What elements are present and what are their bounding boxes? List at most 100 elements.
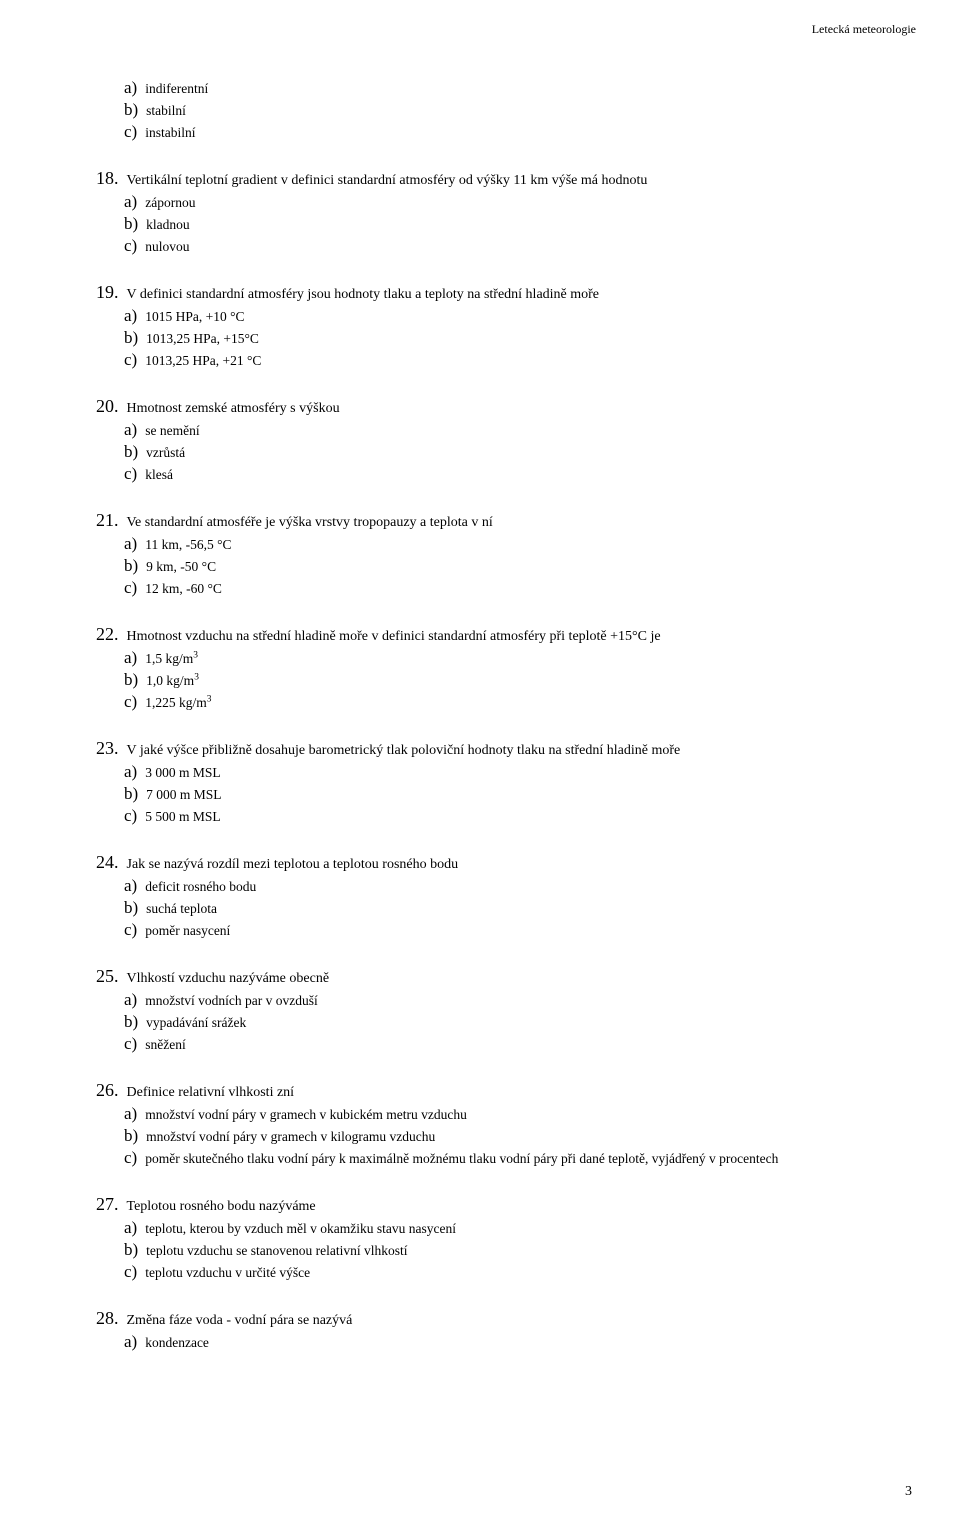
options-list: a) deficit rosného bodu b) suchá teplota c) p…: [96, 876, 900, 940]
option-label: b): [124, 1240, 138, 1260]
option-label: b): [124, 784, 138, 804]
question-text: Hmotnost zemské atmosféry s výškou: [127, 401, 340, 417]
question-text: V definici standardní atmosféry jsou hod…: [127, 287, 600, 303]
option-label: a): [124, 648, 137, 668]
option-label: b): [124, 898, 138, 918]
question-text: Změna fáze voda - vodní pára se nazývá: [127, 1313, 353, 1329]
question-number: 18.: [96, 168, 119, 189]
question-number: 27.: [96, 1194, 119, 1215]
question-header: 28. Změna fáze voda - vodní pára se nazýv…: [96, 1308, 900, 1329]
option-label: a): [124, 1332, 137, 1352]
option-text: množství vodních par v ovzduší: [145, 993, 317, 1009]
option-text: 3 000 m MSL: [145, 765, 220, 781]
option-text: vzrůstá: [146, 445, 185, 461]
option-text: 9 km, -50 °C: [146, 559, 216, 575]
question-number: 26.: [96, 1080, 119, 1101]
question-number: 28.: [96, 1308, 119, 1329]
option-row: c)klesá: [124, 464, 900, 484]
option-text: zápornou: [145, 195, 195, 211]
option-text: suchá teplota: [146, 901, 217, 917]
options-list: a) 3 000 m MSL b)7 000 m MSLc) 5 500 m MSL: [96, 762, 900, 826]
option-row: a) indiferentní: [124, 78, 900, 98]
option-row: b)7 000 m MSL: [124, 784, 900, 804]
question-block: 27. Teplotou rosného bodu nazýváme a) teplo…: [96, 1194, 900, 1282]
question-header: 19.V definici standardní atmosféry jsou …: [96, 282, 900, 303]
option-label: b): [124, 328, 138, 348]
option-label: c): [124, 806, 137, 826]
option-label: b): [124, 442, 138, 462]
option-label: c): [124, 122, 137, 142]
question-text: Teplotou rosného bodu nazýváme: [127, 1199, 316, 1215]
option-label: a): [124, 306, 137, 326]
option-text: 1,0 kg/m3: [146, 673, 199, 689]
option-row: c)teplotu vzduchu v určité výšce: [124, 1262, 900, 1282]
document-content: a) indiferentní b) stabilní c) instabiln…: [0, 0, 960, 1352]
option-text: deficit rosného bodu: [145, 879, 256, 895]
option-label: a): [124, 876, 137, 896]
option-row: a) 1015 HPa, +10 °C: [124, 306, 900, 326]
question-block: 19.V definici standardní atmosféry jsou …: [96, 282, 900, 370]
option-text: 1015 HPa, +10 °C: [145, 309, 244, 325]
option-row: b)množství vodní páry v gramech v kilogr…: [124, 1126, 900, 1146]
option-text: poměr nasycení: [145, 923, 230, 939]
option-label: b): [124, 670, 138, 690]
option-text: poměr skutečného tlaku vodní páry k maxi…: [145, 1151, 778, 1167]
option-text: množství vodní páry v gramech v kubickém…: [145, 1107, 467, 1123]
header-right-text: Letecká meteorologie: [812, 22, 916, 37]
option-label: c): [124, 920, 137, 940]
option-row: b) 1013,25 HPa, +15°C: [124, 328, 900, 348]
option-label: a): [124, 762, 137, 782]
option-label: a): [124, 78, 137, 98]
option-row: c) instabilní: [124, 122, 900, 142]
question-text: Vlhkostí vzduchu nazýváme obecně: [127, 971, 330, 987]
question-header: 20.Hmotnost zemské atmosféry s výškou: [96, 396, 900, 417]
option-text: teplotu vzduchu v určité výšce: [145, 1265, 310, 1281]
question-text: V jaké výšce přibližně dosahuje barometr…: [127, 743, 681, 759]
option-row: a) 3 000 m MSL: [124, 762, 900, 782]
option-label: b): [124, 1126, 138, 1146]
options-list: a)množství vodních par v ovzdušíb)vypadá…: [96, 990, 900, 1054]
option-row: c)nulovou: [124, 236, 900, 256]
option-row: b)kladnou: [124, 214, 900, 234]
option-text: sněžení: [145, 1037, 185, 1053]
option-row: b)9 km, -50 °C: [124, 556, 900, 576]
option-row: b) suchá teplota: [124, 898, 900, 918]
options-list: a) kondenzace: [96, 1332, 900, 1352]
question-number: 25.: [96, 966, 119, 987]
option-text: instabilní: [145, 125, 195, 141]
question-number: 23.: [96, 738, 119, 759]
option-label: a): [124, 990, 137, 1010]
option-text: se nemění: [145, 423, 199, 439]
option-row: c) poměr nasycení: [124, 920, 900, 940]
option-text: kondenzace: [145, 1335, 209, 1351]
option-row: a) zápornou: [124, 192, 900, 212]
question-number: 22.: [96, 624, 119, 645]
question-header: 25. Vlhkostí vzduchu nazýváme obecně: [96, 966, 900, 987]
question-header: 27. Teplotou rosného bodu nazýváme: [96, 1194, 900, 1215]
orphan-options: a) indiferentní b) stabilní c) instabiln…: [96, 78, 900, 142]
option-row: c)sněžení: [124, 1034, 900, 1054]
option-text: 1013,25 HPa, +15°C: [146, 331, 259, 347]
option-label: c): [124, 1148, 137, 1168]
options-list: a) 1015 HPa, +10 °C b) 1013,25 HPa, +15°C c)…: [96, 306, 900, 370]
option-label: b): [124, 1012, 138, 1032]
options-list: a) zápornou b)kladnouc)nulovou: [96, 192, 900, 256]
question-header: 21.Ve standardní atmosféře je výška vrst…: [96, 510, 900, 531]
option-label: a): [124, 1218, 137, 1238]
option-text: 1,225 kg/m3: [145, 695, 211, 711]
question-block: 21.Ve standardní atmosféře je výška vrst…: [96, 510, 900, 598]
question-header: 23. V jaké výšce přibližně dosahuje barom…: [96, 738, 900, 759]
option-text: 5 500 m MSL: [145, 809, 220, 825]
option-label: a): [124, 1104, 137, 1124]
option-label: c): [124, 464, 137, 484]
question-block: 25. Vlhkostí vzduchu nazýváme obecně a) mno…: [96, 966, 900, 1054]
option-text: 11 km, -56,5 °C: [145, 537, 231, 553]
question-block: 23. V jaké výšce přibližně dosahuje barom…: [96, 738, 900, 826]
option-row: b) stabilní: [124, 100, 900, 120]
option-text: 1013,25 HPa, +21 °C: [145, 353, 261, 369]
question-block: 24.Jak se nazývá rozdíl mezi teplotou a …: [96, 852, 900, 940]
option-row: a)se nemění: [124, 420, 900, 440]
option-label: a): [124, 192, 137, 212]
option-row: c)1013,25 HPa, +21 °C: [124, 350, 900, 370]
question-text: Ve standardní atmosféře je výška vrstvy …: [127, 515, 493, 531]
